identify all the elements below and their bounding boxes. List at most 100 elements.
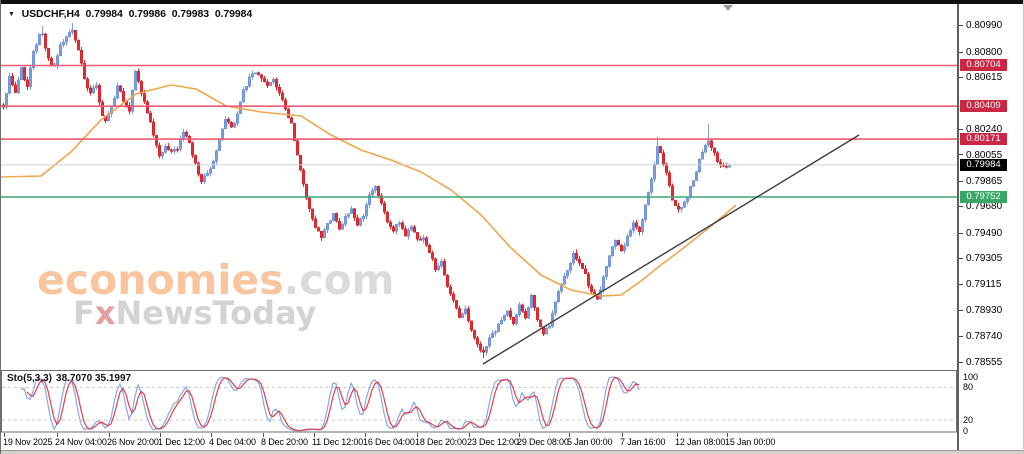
- price-tick: 0.78930: [959, 305, 1002, 316]
- price-tick-label: 0.79115: [966, 279, 1002, 291]
- price-tick: 0.80615: [959, 72, 1002, 83]
- stochastic-label: Sto(5,3,3) 38.7070 35.1997: [7, 373, 135, 384]
- support-price-badge: 0.79752: [960, 190, 1007, 203]
- price-tick-label: 0.78930: [966, 305, 1003, 317]
- time-axis-label: 26 Nov 20:00: [107, 437, 159, 447]
- price-tick-label: 0.80615: [966, 72, 1003, 84]
- price-tick-mark: [959, 284, 963, 286]
- price-tick: 0.78555: [959, 357, 1002, 368]
- price-tick: 0.80055: [959, 150, 1002, 161]
- chart-shift-marker-icon: [723, 5, 733, 11]
- close-value: 0.79984: [214, 8, 253, 20]
- time-axis-label: 23 Dec 12:00: [467, 437, 519, 447]
- stochastic-scale-label: 100: [963, 371, 979, 382]
- high-value: 0.79986: [128, 8, 166, 20]
- collapse-chevron-icon[interactable]: ▼: [8, 11, 15, 18]
- price-tick: 0.79305: [959, 253, 1002, 264]
- price-tick-mark: [959, 336, 963, 338]
- time-tick-mark: [622, 433, 623, 437]
- stochastic-scale-label: 20: [963, 415, 974, 426]
- stochastic-scale-label: 80: [963, 382, 974, 393]
- time-axis-label: 16 Dec 04:00: [363, 437, 415, 447]
- price-tick-label: 0.79305: [966, 253, 1003, 265]
- stochastic-values: 38.7070 35.1997: [56, 373, 132, 384]
- price-tick-mark: [959, 258, 963, 260]
- stochastic-main-line: [20, 376, 640, 432]
- symbol-period-label: USDCHF,H4: [21, 8, 80, 20]
- time-axis-label: 4 Dec 04:00: [209, 437, 256, 447]
- time-tick-mark: [417, 433, 418, 437]
- current-price-price-badge: 0.79984: [960, 158, 1007, 171]
- price-tick-label: 0.78555: [966, 356, 1003, 368]
- resistance-price-badge: 0.80704: [960, 59, 1007, 72]
- time-tick-mark: [365, 433, 366, 437]
- time-tick-mark: [314, 433, 315, 437]
- time-tick-mark: [677, 433, 678, 437]
- time-tick-mark: [4, 433, 5, 437]
- time-axis-label: 11 Dec 12:00: [312, 437, 364, 447]
- price-tick-mark: [959, 309, 963, 311]
- price-tick-label: 0.80055: [966, 149, 1003, 161]
- main-chart-plot[interactable]: economies.com FxNewsToday ▼ USDCHF,H4 0.…: [1, 4, 957, 370]
- time-axis-label: 24 Nov 04:00: [55, 437, 107, 447]
- stochastic-canvas: [1, 370, 957, 433]
- price-tick-mark: [959, 206, 963, 208]
- price-tick-mark: [959, 51, 963, 53]
- price-tick-label: 0.80990: [966, 20, 1003, 32]
- time-axis-label: 5 Jan 00:00: [567, 437, 613, 447]
- time-axis-label: 18 Dec 20:00: [415, 437, 467, 447]
- time-axis-label: 1 Dec 12:00: [158, 437, 205, 447]
- window-top-edge: [1, 0, 1023, 4]
- price-axis[interactable]: 0.80990 0.80800 0.80615 0.80240 0.80055 0.798…: [957, 4, 1023, 450]
- price-chart-canvas[interactable]: [1, 0, 957, 370]
- time-tick-mark: [211, 433, 212, 437]
- time-axis-label: 8 Dec 20:00: [261, 437, 308, 447]
- open-value: 0.79984: [85, 8, 123, 20]
- price-tick: 0.78740: [959, 331, 1002, 342]
- price-tick-mark: [959, 25, 963, 27]
- price-tick-mark: [959, 180, 963, 182]
- price-tick-mark: [959, 361, 963, 363]
- stochastic-name: Sto(5,3,3): [7, 373, 53, 384]
- price-tick: 0.80800: [959, 47, 1002, 58]
- time-tick-mark: [109, 433, 110, 437]
- resistance-price-badge: 0.80409: [960, 100, 1007, 113]
- time-tick-mark: [519, 433, 520, 437]
- price-tick: 0.79490: [959, 228, 1002, 239]
- time-axis-label: 12 Jan 08:00: [675, 437, 726, 447]
- stochastic-scale-label: 0: [963, 426, 969, 436]
- price-tick-mark: [959, 154, 963, 156]
- price-tick-mark: [959, 77, 963, 79]
- time-axis-label: 19 Nov 2025: [3, 437, 53, 447]
- low-value: 0.79983: [171, 8, 209, 20]
- time-tick-mark: [263, 433, 264, 437]
- price-tick: 0.80990: [959, 20, 1002, 31]
- price-tick-label: 0.80240: [966, 124, 1003, 136]
- ascending-trendline[interactable]: [482, 134, 860, 365]
- time-axis-label: 15 Jan 00:00: [725, 437, 776, 447]
- ohlc-header: ▼ USDCHF,H4 0.79984 0.79986 0.79983 0.79…: [8, 8, 255, 20]
- price-tick-label: 0.79680: [966, 201, 1003, 213]
- resistance-price-badge: 0.80171: [960, 133, 1007, 146]
- time-axis-label: 29 Dec 08:00: [517, 437, 569, 447]
- stochastic-signal-line: [26, 376, 640, 432]
- stochastic-panel[interactable]: Sto(5,3,3) 38.7070 35.1997: [1, 370, 957, 433]
- time-tick-mark: [57, 433, 58, 437]
- price-tick-label: 0.79865: [966, 175, 1003, 187]
- price-tick: 0.79115: [959, 279, 1001, 290]
- time-tick-mark: [160, 433, 161, 437]
- time-axis-label: 7 Jan 16:00: [620, 437, 666, 447]
- time-tick-mark: [569, 433, 570, 437]
- price-tick: 0.80240: [959, 124, 1002, 135]
- time-tick-mark: [469, 433, 470, 437]
- price-tick: 0.79680: [959, 201, 1002, 212]
- price-tick-label: 0.80800: [966, 46, 1003, 58]
- price-tick: 0.79865: [959, 176, 1002, 187]
- candles: [1, 23, 732, 359]
- price-tick-label: 0.79490: [966, 227, 1003, 239]
- moving-average-line: [1, 84, 737, 297]
- window-bottom-edge: [1, 450, 1023, 454]
- price-tick-mark: [959, 232, 963, 234]
- time-axis[interactable]: 19 Nov 2025 24 Nov 04:00 26 Nov 20:00 1 Dec…: [1, 433, 957, 450]
